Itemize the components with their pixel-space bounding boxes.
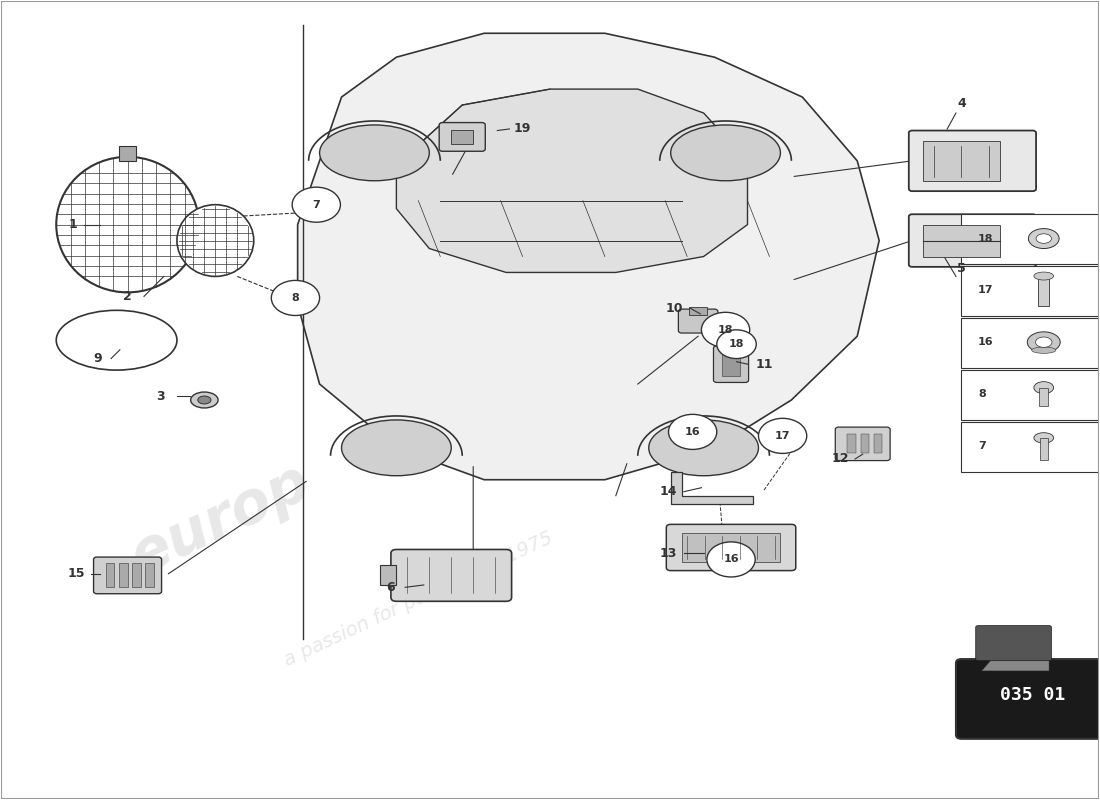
FancyBboxPatch shape (439, 122, 485, 151)
FancyBboxPatch shape (714, 346, 749, 382)
FancyBboxPatch shape (976, 626, 1052, 661)
Bar (119, 563, 128, 587)
FancyBboxPatch shape (679, 309, 718, 333)
Circle shape (669, 414, 717, 450)
Bar (119, 146, 136, 161)
Text: 17: 17 (774, 431, 791, 441)
Text: 18: 18 (978, 234, 993, 243)
Ellipse shape (320, 125, 429, 181)
Text: 5: 5 (957, 262, 966, 275)
Bar (1040, 389, 1048, 406)
Bar (132, 563, 141, 587)
Ellipse shape (1034, 272, 1054, 280)
Bar (1038, 274, 1049, 306)
Text: 18: 18 (718, 325, 734, 335)
FancyBboxPatch shape (94, 557, 162, 594)
Ellipse shape (1034, 433, 1054, 443)
FancyBboxPatch shape (909, 214, 1036, 267)
Bar (379, 565, 396, 585)
FancyBboxPatch shape (390, 550, 512, 602)
Text: a passion for parts since 1975: a passion for parts since 1975 (280, 529, 556, 670)
Text: 8: 8 (292, 293, 299, 303)
Bar (860, 434, 869, 454)
Circle shape (759, 418, 806, 454)
Bar (923, 141, 1000, 181)
Bar (873, 434, 882, 454)
Text: 19: 19 (514, 122, 531, 135)
Text: 7: 7 (312, 200, 320, 210)
Polygon shape (298, 34, 879, 480)
Text: 6: 6 (386, 581, 395, 594)
Text: 12: 12 (832, 453, 849, 466)
Polygon shape (671, 472, 754, 504)
Text: 9: 9 (94, 352, 102, 365)
Ellipse shape (671, 125, 780, 181)
Text: 16: 16 (685, 427, 701, 437)
Text: europ: europ (122, 454, 320, 586)
Text: 14: 14 (660, 485, 678, 498)
Bar (1041, 438, 1048, 460)
Ellipse shape (190, 392, 218, 408)
Bar (682, 533, 780, 562)
Bar (723, 352, 740, 376)
Text: 3: 3 (156, 390, 165, 402)
Text: 7: 7 (978, 441, 986, 451)
Ellipse shape (1036, 234, 1052, 243)
Text: 10: 10 (666, 302, 683, 315)
Bar (961, 318, 1100, 368)
Circle shape (717, 330, 757, 358)
Text: 2: 2 (123, 290, 132, 303)
Ellipse shape (649, 420, 759, 476)
FancyBboxPatch shape (956, 659, 1100, 739)
FancyBboxPatch shape (909, 130, 1036, 191)
Polygon shape (396, 89, 748, 273)
Circle shape (702, 312, 750, 347)
Ellipse shape (1035, 337, 1052, 347)
Text: 16: 16 (978, 338, 993, 347)
Circle shape (293, 187, 340, 222)
Text: 18: 18 (729, 339, 745, 349)
Circle shape (272, 281, 320, 315)
Bar (451, 130, 473, 144)
FancyBboxPatch shape (667, 524, 795, 570)
Text: 035 01: 035 01 (1000, 686, 1066, 704)
Text: 11: 11 (756, 358, 772, 370)
Circle shape (707, 542, 756, 577)
Text: 17: 17 (978, 286, 993, 295)
Ellipse shape (198, 396, 211, 404)
Ellipse shape (1032, 347, 1056, 354)
Bar (690, 306, 707, 314)
Bar (106, 563, 114, 587)
Bar (961, 214, 1100, 265)
Text: 16: 16 (723, 554, 739, 565)
Ellipse shape (177, 205, 254, 277)
Bar (145, 563, 154, 587)
Text: 8: 8 (978, 389, 986, 399)
Polygon shape (981, 643, 1049, 671)
Text: 1: 1 (68, 218, 77, 231)
Ellipse shape (1034, 382, 1054, 394)
Bar (961, 422, 1100, 472)
Ellipse shape (56, 157, 199, 292)
Ellipse shape (1027, 332, 1060, 353)
Bar (961, 266, 1100, 316)
Ellipse shape (1028, 229, 1059, 249)
Text: 15: 15 (67, 567, 85, 580)
Text: 4: 4 (957, 97, 966, 110)
Text: 13: 13 (660, 546, 678, 559)
Bar (961, 370, 1100, 420)
Ellipse shape (341, 420, 451, 476)
Bar (847, 434, 856, 454)
FancyBboxPatch shape (835, 427, 890, 461)
Bar (923, 225, 1000, 257)
